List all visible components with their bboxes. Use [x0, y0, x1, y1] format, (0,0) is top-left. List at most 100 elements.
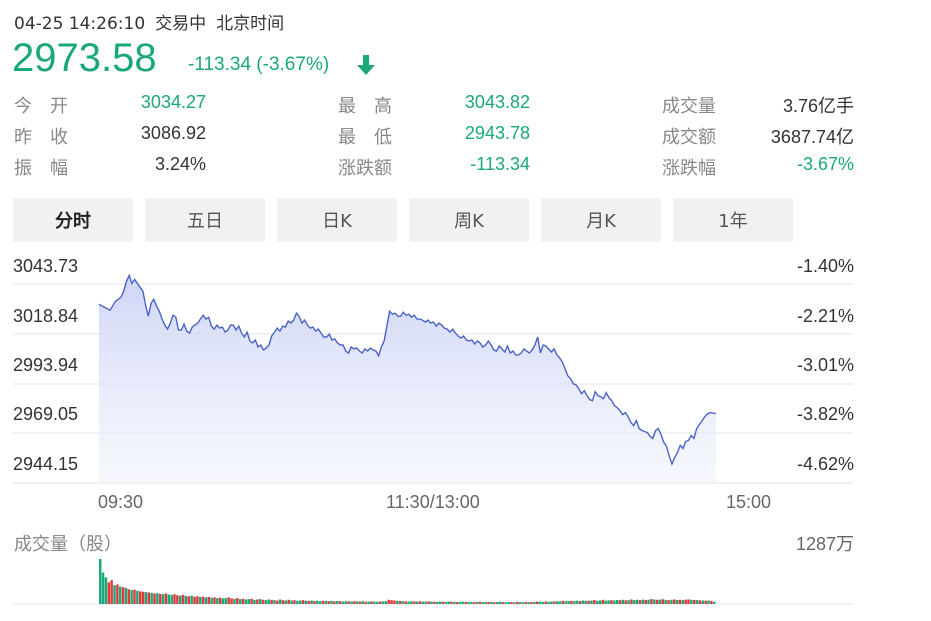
volume-bar: [598, 600, 602, 604]
volume-bar: [478, 601, 482, 604]
volume-bar: [298, 600, 302, 604]
volume-bar: [210, 597, 213, 604]
high-label: 最 高: [338, 96, 392, 117]
volume-bar: [410, 601, 413, 604]
x-tick-label: 09:30: [98, 492, 144, 512]
volume-bar: [584, 600, 587, 604]
volume-bar: [156, 593, 159, 604]
volume-bar: [216, 598, 219, 604]
volume-bar: [458, 601, 462, 604]
volume-bar: [327, 601, 330, 604]
volume-bar: [224, 598, 228, 604]
volume-bar: [684, 599, 687, 604]
volume-bar: [353, 601, 356, 604]
volume-bar: [707, 600, 710, 604]
volume-bar: [113, 585, 116, 604]
volume-bar: [404, 601, 408, 604]
tab-monthly-k[interactable]: 月K: [541, 198, 661, 242]
volume-bar: [147, 592, 151, 604]
volume-bar: [467, 602, 470, 604]
volume-bar: [407, 601, 410, 604]
tab-weekly-k[interactable]: 周K: [409, 198, 529, 242]
price-change: -113.34 (-3.67%): [188, 54, 330, 75]
volume-bar: [173, 594, 176, 604]
tab-daily-k[interactable]: 日K: [277, 198, 397, 242]
volume-bar: [490, 601, 493, 604]
volume-bar: [176, 595, 179, 604]
arrow-down-icon: [357, 55, 375, 75]
volume-bar: [547, 601, 550, 604]
volume-bar: [387, 599, 390, 604]
volume-bar: [615, 599, 619, 604]
volume-bar: [107, 582, 111, 604]
volume-bar: [461, 601, 465, 604]
volume-bar: [330, 600, 333, 604]
volume-bar: [333, 601, 336, 604]
volume-bar: [361, 601, 365, 604]
volume-max-label: 1287万: [795, 534, 854, 554]
y-tick-label: 3018.84: [13, 306, 79, 326]
volume-bar: [347, 601, 350, 604]
volume-bar: [655, 599, 659, 604]
volume-bar: [270, 599, 273, 604]
open-label: 今 开: [14, 96, 68, 117]
y-tick-label: 2969.05: [13, 404, 79, 424]
change-pct-label: 涨跌幅: [662, 158, 716, 179]
volume-bar: [433, 601, 436, 604]
volume-bar: [444, 601, 448, 604]
x-tick-label: 11:30/13:00: [386, 492, 480, 512]
volume-bar: [118, 586, 122, 604]
y-pct-tick-label: -2.21%: [796, 306, 854, 326]
volume-bar: [470, 601, 473, 604]
y-pct-tick-label: -4.62%: [796, 454, 854, 474]
volume-bar: [241, 598, 245, 604]
volume-bar: [670, 599, 673, 604]
volume-bar: [601, 599, 605, 604]
volume-bar: [370, 601, 373, 604]
tab-intraday[interactable]: 分时: [13, 198, 133, 242]
volume-bar: [390, 600, 393, 604]
volume-bar: [635, 599, 639, 604]
turnover-label: 成交额: [662, 127, 716, 148]
volume-bar: [675, 599, 679, 604]
volume-bar: [524, 601, 527, 604]
tab-five-day[interactable]: 五日: [145, 198, 265, 242]
volume-bar: [436, 601, 439, 604]
volume-bar: [153, 593, 156, 604]
volume-bar: [553, 601, 556, 604]
low-value: 2943.78: [464, 123, 530, 143]
price-line: [98, 273, 716, 466]
volume-bar: [495, 602, 499, 604]
x-tick-label: 15:00: [726, 492, 772, 512]
volume-bar: [578, 601, 582, 604]
volume-bar: [441, 601, 445, 604]
tab-one-year[interactable]: 1年: [673, 198, 793, 242]
volume-bar: [230, 598, 233, 604]
volume-bar: [104, 577, 108, 604]
volume-bar: [630, 599, 633, 604]
volume-bar: [607, 600, 610, 604]
volume-bar: [447, 601, 450, 604]
volume-bar: [307, 600, 310, 604]
volume-bar: [296, 600, 299, 604]
volume-bar: [713, 601, 716, 604]
volume-bar: [450, 601, 453, 604]
y-pct-tick-label: -3.01%: [796, 355, 854, 375]
volume-bar: [150, 592, 153, 604]
volume-bar: [290, 600, 293, 604]
trading-status: 交易中: [155, 14, 207, 34]
volume-bar: [664, 599, 667, 604]
volume-bar: [401, 601, 405, 604]
volume-bar: [538, 601, 542, 604]
volume-bar: [201, 596, 205, 604]
volume-bar: [570, 600, 573, 604]
volume-bar: [116, 584, 119, 604]
volume-bar: [213, 597, 216, 604]
volume-bar: [336, 601, 339, 604]
volume-bar: [521, 602, 525, 604]
volume-bar: [130, 590, 133, 604]
volume-bar: [693, 599, 696, 604]
volume-bar: [367, 601, 370, 604]
volume-bar: [301, 600, 305, 604]
